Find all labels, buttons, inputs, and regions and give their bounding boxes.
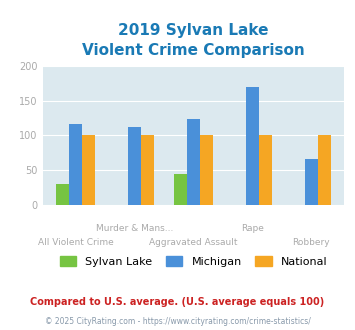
Bar [318, 135, 331, 205]
Bar [128, 127, 141, 205]
Text: Rape: Rape [241, 224, 264, 233]
Text: © 2025 CityRating.com - https://www.cityrating.com/crime-statistics/: © 2025 CityRating.com - https://www.city… [45, 317, 310, 326]
Bar [305, 159, 318, 205]
Bar [187, 119, 200, 205]
Bar [174, 174, 187, 205]
Text: Murder & Mans...: Murder & Mans... [96, 224, 173, 233]
Text: Aggravated Assault: Aggravated Assault [149, 238, 238, 247]
Bar [69, 124, 82, 205]
Text: Robbery: Robbery [293, 238, 330, 247]
Text: All Violent Crime: All Violent Crime [38, 238, 114, 247]
Bar [200, 135, 213, 205]
Bar [141, 135, 154, 205]
Text: Compared to U.S. average. (U.S. average equals 100): Compared to U.S. average. (U.S. average … [31, 297, 324, 307]
Bar [56, 184, 69, 205]
Bar [82, 135, 95, 205]
Title: 2019 Sylvan Lake
Violent Crime Comparison: 2019 Sylvan Lake Violent Crime Compariso… [82, 23, 305, 58]
Legend: Sylvan Lake, Michigan, National: Sylvan Lake, Michigan, National [55, 252, 332, 271]
Bar [259, 135, 272, 205]
Bar [246, 87, 259, 205]
